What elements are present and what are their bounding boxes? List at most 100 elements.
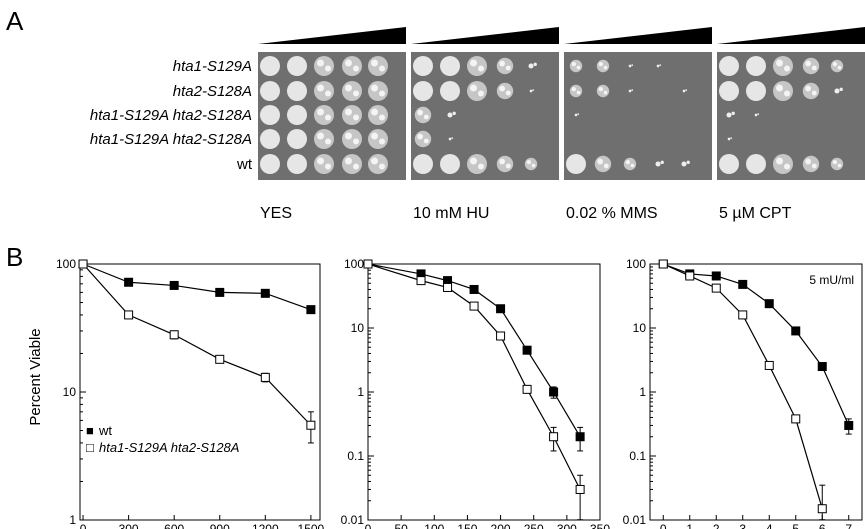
colony-spot xyxy=(682,89,686,93)
colony-spot xyxy=(452,111,456,115)
x-tick-label: 300 xyxy=(119,522,139,529)
colony-spot xyxy=(496,57,514,75)
colony-spot xyxy=(368,154,388,174)
mutant-data-point xyxy=(764,360,774,370)
colony-spot xyxy=(448,137,452,141)
colony-spot xyxy=(317,108,324,116)
bleomycin-survival-chart: 0.010.111010001234567Time in Bleomycin (… xyxy=(623,257,863,529)
x-tick-label: 0 xyxy=(365,522,372,529)
mutant-data-point xyxy=(260,372,270,382)
colony-spot xyxy=(314,154,334,174)
series-line xyxy=(82,263,312,311)
colony-spot xyxy=(659,64,662,67)
y-tick-label: 10 xyxy=(351,321,365,335)
colony-spot xyxy=(345,157,352,165)
colony-spot xyxy=(719,56,739,76)
colony-spot xyxy=(802,57,820,75)
strain-label: wt xyxy=(236,156,253,173)
mutant-data-point xyxy=(496,331,506,341)
colony-spot xyxy=(345,59,352,67)
colony-spot xyxy=(368,81,388,101)
colony-spot xyxy=(623,157,637,171)
y-tick-label: 10 xyxy=(63,385,77,399)
series-line xyxy=(663,263,850,426)
colony-spot xyxy=(533,62,537,66)
y-tick-label: 10 xyxy=(633,321,647,335)
plate: 5 µM CPT xyxy=(717,27,865,222)
colony-spot xyxy=(417,133,423,140)
agar-plate xyxy=(564,52,712,180)
colony-spot xyxy=(576,90,581,95)
colony-spot xyxy=(478,90,484,97)
colony-spot xyxy=(371,59,378,67)
colony-spot xyxy=(776,59,783,67)
wt-data-point xyxy=(124,277,134,287)
colony-spot xyxy=(681,161,687,167)
colony-spot xyxy=(314,129,334,149)
colony-spot xyxy=(353,65,359,72)
colony-spot xyxy=(569,84,583,98)
colony-spot xyxy=(379,163,385,170)
colony-spot xyxy=(773,154,793,174)
colony-spot xyxy=(773,56,793,76)
colony-spot xyxy=(811,90,817,96)
colony-spot xyxy=(325,114,331,121)
colony-spot xyxy=(524,157,538,171)
colony-spot xyxy=(730,137,733,139)
colony-spot xyxy=(371,108,378,116)
mutant-data-point xyxy=(658,259,668,269)
y-tick-label: 1 xyxy=(357,385,364,399)
colony-spot xyxy=(625,159,631,165)
colony-spot xyxy=(345,132,352,140)
colony-spot xyxy=(353,138,359,145)
condition-label: 0.02 % MMS xyxy=(566,205,658,222)
condition-label: 10 mM HU xyxy=(413,205,489,222)
colony-spot xyxy=(685,89,688,92)
colony-spot xyxy=(260,81,280,101)
colony-spot xyxy=(260,105,280,125)
wt-data-point xyxy=(522,345,532,355)
wt-data-point xyxy=(215,287,225,297)
x-tick-label: 6 xyxy=(819,522,826,529)
wt-data-point xyxy=(791,326,801,336)
colony-spot xyxy=(379,114,385,121)
legend-mutant-label: hta1-S129A hta2-S128A xyxy=(99,440,239,455)
uv-survival-chart: 0.010.1110100050100150200250300350UV (J/… xyxy=(341,257,611,529)
y-tick-label: 0.1 xyxy=(347,449,364,463)
x-tick-label: 350 xyxy=(590,522,610,529)
colony-spot xyxy=(478,163,484,170)
x-tick-label: 250 xyxy=(524,522,544,529)
colony-spot xyxy=(314,81,334,101)
colony-spot xyxy=(655,161,661,167)
colony-spot xyxy=(830,59,844,73)
mutant-data-point xyxy=(549,432,559,442)
colony-spot xyxy=(746,154,766,174)
dilution-wedge xyxy=(258,27,406,44)
mutant-data-point xyxy=(685,271,695,281)
colony-spot xyxy=(413,154,433,174)
colony-spot xyxy=(414,106,432,124)
y-tick-label: 100 xyxy=(56,257,76,271)
x-tick-label: 0 xyxy=(80,522,87,529)
colony-spot xyxy=(368,56,388,76)
strain-label: hta1-S129A hta2-S128A xyxy=(90,107,252,124)
plot-frame xyxy=(367,263,601,521)
colony-spot xyxy=(505,65,511,71)
colony-spot xyxy=(805,85,811,92)
mutant-data-point xyxy=(78,259,88,269)
panel-a: A hta1-S129A hta2-S128A hta1-S129A hta2-S1… xyxy=(0,0,865,232)
colony-spot xyxy=(371,157,378,165)
colony-spot xyxy=(260,154,280,174)
colony-spot xyxy=(287,129,307,149)
colony-spot xyxy=(353,163,359,170)
x-tick-label: 300 xyxy=(557,522,577,529)
colony-spot xyxy=(839,87,843,91)
panel-a-letter: A xyxy=(6,6,24,36)
colony-spot xyxy=(317,132,324,140)
colony-spot xyxy=(656,64,660,68)
colony-spot xyxy=(832,159,838,165)
y-tick-label: 0.1 xyxy=(629,449,646,463)
colony-spot xyxy=(802,82,820,100)
colony-spot xyxy=(757,113,760,116)
